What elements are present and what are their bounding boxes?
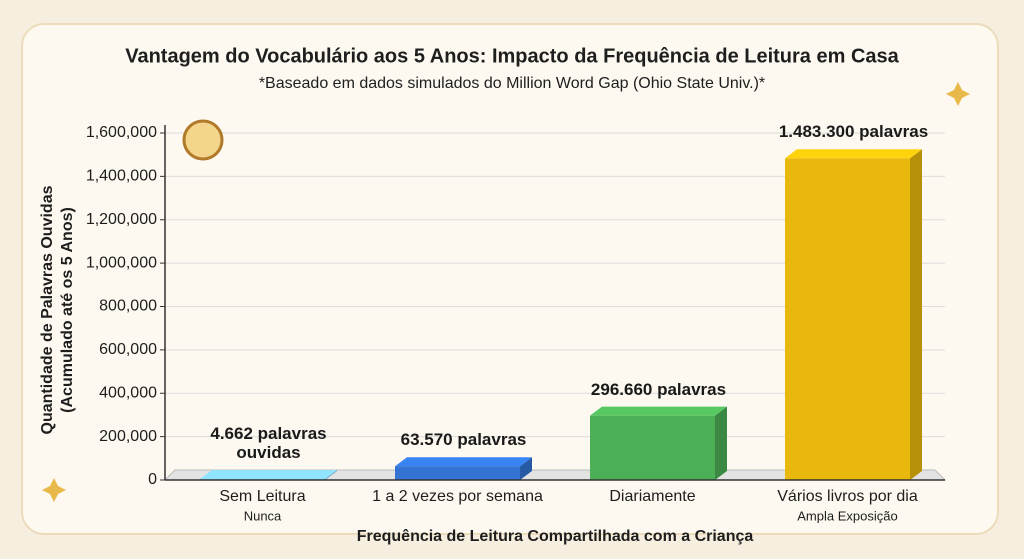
y-axis-title-line: Quantidade de Palavras Ouvidas [39,185,56,434]
bar-side [325,469,337,480]
y-tick-label: 1,600,000 [86,124,157,141]
bar-side [910,149,922,480]
y-axis-title-line: (Acumulado até os 5 Anos) [59,207,76,413]
bar-top [785,149,922,159]
x-tick-label: 1 a 2 vezes por semana [372,488,543,505]
x-tick-label: Sem Leitura [219,488,305,505]
value-label: 63.570 palavras [400,430,527,450]
y-tick-label: 1,400,000 [86,168,157,185]
x-tick-sublabel: Ampla Exposição [797,508,897,523]
x-tick-label: Vários livros por dia [777,488,918,505]
y-tick-label: 600,000 [99,341,157,358]
x-tick-sublabel: Nunca [244,508,282,523]
x-tick-label: Diariamente [609,488,695,505]
value-label: 1.483.300 palavras [778,122,929,142]
chart-title: Vantagem do Vocabulário aos 5 Anos: Impa… [125,45,899,67]
y-tick-label: 400,000 [99,384,157,401]
card [21,23,999,535]
bar [785,158,910,480]
bar-side [520,457,532,480]
sparkle [42,478,66,502]
bar [590,415,715,480]
y-tick-label: 0 [148,471,157,488]
compass-icon [182,119,224,161]
bar-top [395,457,532,467]
y-tick-label: 1,000,000 [86,254,157,271]
bar-top [200,469,337,479]
y-tick-label: 1,200,000 [86,211,157,228]
value-label: 296.660 palavras [590,379,727,399]
y-tick-label: 200,000 [99,428,157,445]
y-tick-label: 800,000 [99,298,157,315]
chart-subtitle: *Baseado em dados simulados do Million W… [259,75,765,92]
x-axis-title: Frequência de Leitura Compartilhada com … [357,528,754,545]
bar-top [590,406,727,416]
bar-side [715,406,727,480]
sparkle [946,82,970,106]
value-label: 4.662 palavras ouvidas [210,424,327,462]
bar [395,466,520,480]
y-axis-title: Quantidade de Palavras Ouvidas (Acumulad… [39,185,76,434]
bars [200,149,922,480]
